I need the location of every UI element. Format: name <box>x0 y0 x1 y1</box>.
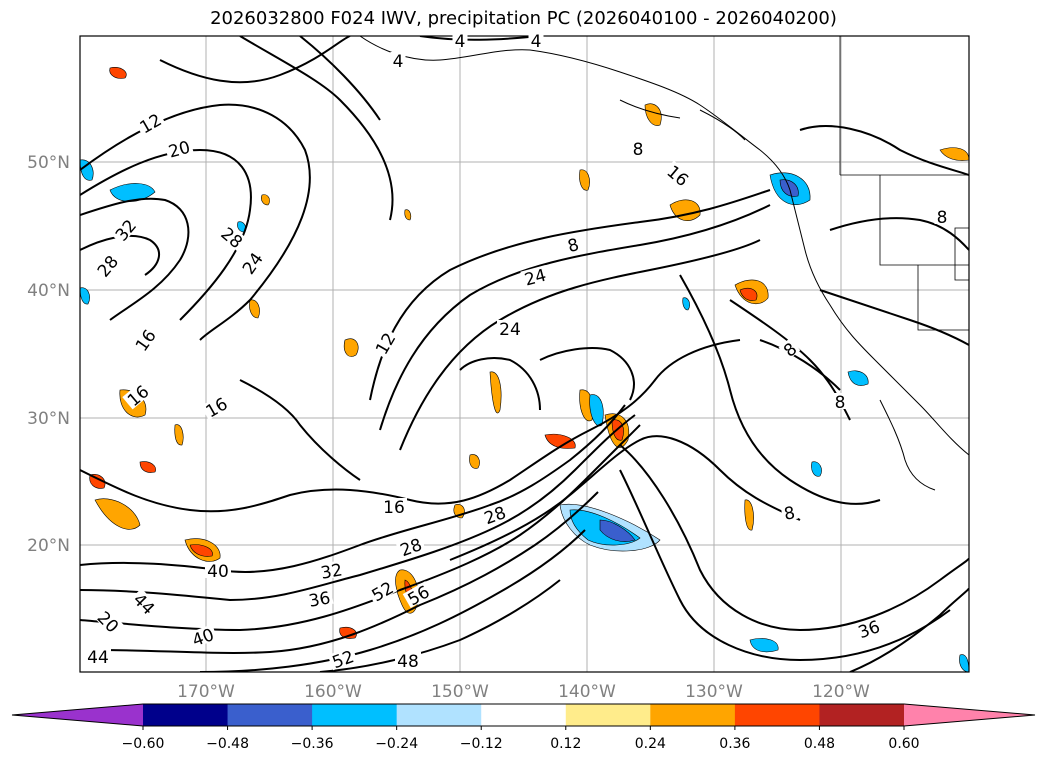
lat-label-50n: 50°N <box>27 153 70 173</box>
lat-label-30n: 30°N <box>27 409 70 429</box>
colorbar-tick-label: −0.24 <box>375 736 418 752</box>
colorbar-segment <box>312 704 398 726</box>
contour-label-bg <box>402 581 434 608</box>
contour-label-bg <box>317 559 346 581</box>
contour-label-bg <box>305 587 334 609</box>
contour-label-bg <box>528 32 544 48</box>
lon-label-120w: 120°W <box>812 682 870 702</box>
lon-label-160w: 160°W <box>304 682 362 702</box>
contour-label-bg <box>366 577 398 604</box>
contour-label-bg <box>395 652 421 668</box>
longitude-labels: 170°W 160°W 150°W 140°W 130°W 120°W <box>177 682 870 702</box>
colorbar-tick-label: −0.12 <box>460 736 503 752</box>
contour-label-bg <box>497 320 523 336</box>
contour-label-bg <box>129 588 160 619</box>
contour-label-bg <box>85 648 111 664</box>
colorbar-tick-label: 0.24 <box>635 736 666 752</box>
contour-label-bg <box>934 208 950 224</box>
colorbar-segment <box>734 704 820 726</box>
colorbar-segment <box>143 704 229 726</box>
lon-label-130w: 130°W <box>685 682 743 702</box>
lat-label-20n: 20°N <box>27 536 70 556</box>
colorbar-segment <box>396 704 482 726</box>
contour-label-bg <box>520 265 550 288</box>
contour-label: 8 <box>937 208 948 228</box>
colorbar-segment <box>565 704 651 726</box>
colorbar-tick-label: −0.36 <box>291 736 334 752</box>
contour-label: 8 <box>633 140 644 160</box>
contour-label: 8 <box>566 235 582 257</box>
contour-label-bg <box>327 646 358 671</box>
contour-label-bg <box>381 498 407 514</box>
contour-label-bg <box>853 616 884 641</box>
contour-label: 4 <box>393 52 404 72</box>
contour-label: 36 <box>307 588 332 611</box>
contour-label: 48 <box>397 652 419 672</box>
contour-label: 24 <box>499 320 521 340</box>
contour-label-bg <box>130 324 159 355</box>
contour-label-bg <box>217 222 248 252</box>
colorbar-tick-label: 0.48 <box>804 736 835 752</box>
coastlines <box>359 36 969 491</box>
colorbar-extend-low <box>12 704 143 726</box>
contour-label: 8 <box>835 393 846 413</box>
contour-label: 32 <box>319 560 344 583</box>
contour-label-bg <box>563 234 583 254</box>
contour-label: 40 <box>207 562 229 582</box>
contour-label-bg <box>92 250 122 281</box>
colorbar-segment <box>481 704 567 726</box>
contour-label-bg <box>110 214 140 245</box>
contour-label: 16 <box>383 498 405 518</box>
lat-label-40n: 40°N <box>27 281 70 301</box>
contour-label-bg <box>122 380 153 410</box>
graticule <box>80 36 969 672</box>
borders <box>839 36 969 331</box>
colorbar-tick-label: −0.48 <box>206 736 249 752</box>
iwv-contours <box>80 36 969 672</box>
latitude-labels: 50°N 40°N 30°N 20°N <box>27 153 70 556</box>
contour-label-bg <box>134 109 166 136</box>
contour-label-bg <box>164 137 194 160</box>
colorbar: −0.60 −0.48 −0.36 −0.24 −0.12 0.12 0.24 0.36 0.4… <box>11 703 1036 752</box>
colorbar-tick-label: −0.60 <box>122 736 165 752</box>
colorbar-tick-label: 0.36 <box>719 736 750 752</box>
lon-label-170w: 170°W <box>177 682 235 702</box>
contour-label-bg <box>371 327 398 359</box>
contour-label: 44 <box>87 648 109 668</box>
contour-label-bg <box>832 393 848 409</box>
contour-label-bg <box>780 502 799 522</box>
contour-label-bg <box>200 393 232 420</box>
contour-label-bg <box>390 52 406 68</box>
contour-label-bg <box>663 160 694 190</box>
contour-label: 4 <box>531 32 542 52</box>
contour-label-bg <box>452 32 468 48</box>
contour-label-bg <box>205 562 231 578</box>
contour-label-bg <box>93 606 124 637</box>
map-frame <box>79 35 970 673</box>
contour-label-bg <box>778 337 801 360</box>
contour-label: 4 <box>455 32 466 52</box>
map-title: 2026032800 F024 IWV, precipitation PC (2… <box>210 8 837 29</box>
colorbar-segment <box>819 704 905 726</box>
contour-label: 8 <box>783 503 797 525</box>
contour-label-bg <box>237 247 266 278</box>
contour-label-bg <box>187 624 218 649</box>
colorbar-extend-high <box>904 704 1035 726</box>
contour-label-bg <box>395 534 426 559</box>
lon-label-140w: 140°W <box>558 682 616 702</box>
colorbar-segment <box>650 704 736 726</box>
contour-label-bg <box>630 140 646 156</box>
colorbar-tick-label: 0.60 <box>888 736 919 752</box>
colorbar-segment <box>227 704 313 726</box>
lon-label-150w: 150°W <box>431 682 489 702</box>
contour-label-bg <box>479 502 510 527</box>
colorbar-tick-label: 0.12 <box>550 736 581 752</box>
